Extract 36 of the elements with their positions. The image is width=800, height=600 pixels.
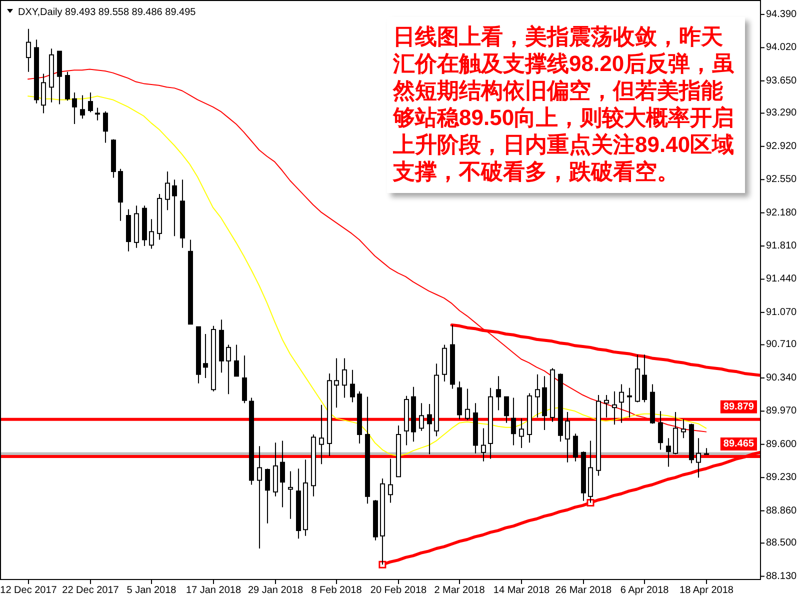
- x-tick-label: 18 Apr 2018: [680, 585, 734, 596]
- y-tick-label: 89.600: [766, 438, 797, 450]
- x-tick-label: 2 Mar 2018: [434, 585, 485, 596]
- y-tick-label: 93.290: [766, 108, 797, 119]
- y-tick-label: 92.550: [766, 174, 797, 186]
- x-tick-label: 5 Jan 2018: [126, 585, 176, 596]
- y-tick-label: 88.500: [766, 538, 797, 549]
- ref-line-label: 89.879: [720, 400, 757, 414]
- x-tick-label: 29 Jan 2018: [248, 585, 304, 596]
- y-tick-label: 91.070: [766, 306, 797, 318]
- x-tick-label: 17 Jan 2018: [186, 585, 242, 596]
- y-tick-label: 92.920: [766, 140, 797, 152]
- y-tick-label: 89.970: [766, 406, 797, 417]
- y-tick-label: 91.440: [766, 274, 797, 285]
- y-tick-label: 89.230: [766, 472, 797, 484]
- y-tick-label: 92.180: [766, 207, 797, 218]
- ref-line-label: 89.879: [723, 401, 754, 412]
- ref-line-label: 89.465: [723, 438, 754, 450]
- y-tick-label: 88.130: [766, 570, 797, 582]
- y-tick-label: 94.020: [766, 42, 797, 54]
- title: DXY,Daily 89.493 89.558 89.486 89.495: [18, 7, 196, 18]
- y-tick-label: 90.340: [766, 372, 797, 384]
- y-tick-label: 93.650: [766, 75, 797, 86]
- y-tick-label: 90.710: [766, 339, 797, 350]
- y-tick-label: 94.390: [766, 8, 797, 20]
- x-tick-label: 20 Feb 2018: [370, 585, 427, 596]
- x-tick-label: 22 Dec 2017: [62, 585, 119, 596]
- ref-line-label: 89.465: [720, 438, 757, 450]
- x-tick-label: 12 Dec 2017: [0, 585, 57, 596]
- x-tick-label: 8 Feb 2018: [311, 585, 362, 596]
- annotation: 日线图上看，美指震荡收敛，昨天汇价在触及支撑线98.20后反弹，虽然短期结构依旧偏空，但若美指能够站稳89.50向上，则较大概率开启上升阶段，日内重点关注89.40区域支撑，不破看多，跌破看空。: [387, 17, 745, 193]
- x-tick-label: 14 Mar 2018: [493, 585, 550, 596]
- x-tick-label: 6 Apr 2018: [620, 585, 669, 596]
- x-tick-label: 26 Mar 2018: [555, 585, 612, 596]
- y-tick-label: 91.810: [766, 240, 797, 252]
- y-tick-label: 88.860: [766, 505, 797, 516]
